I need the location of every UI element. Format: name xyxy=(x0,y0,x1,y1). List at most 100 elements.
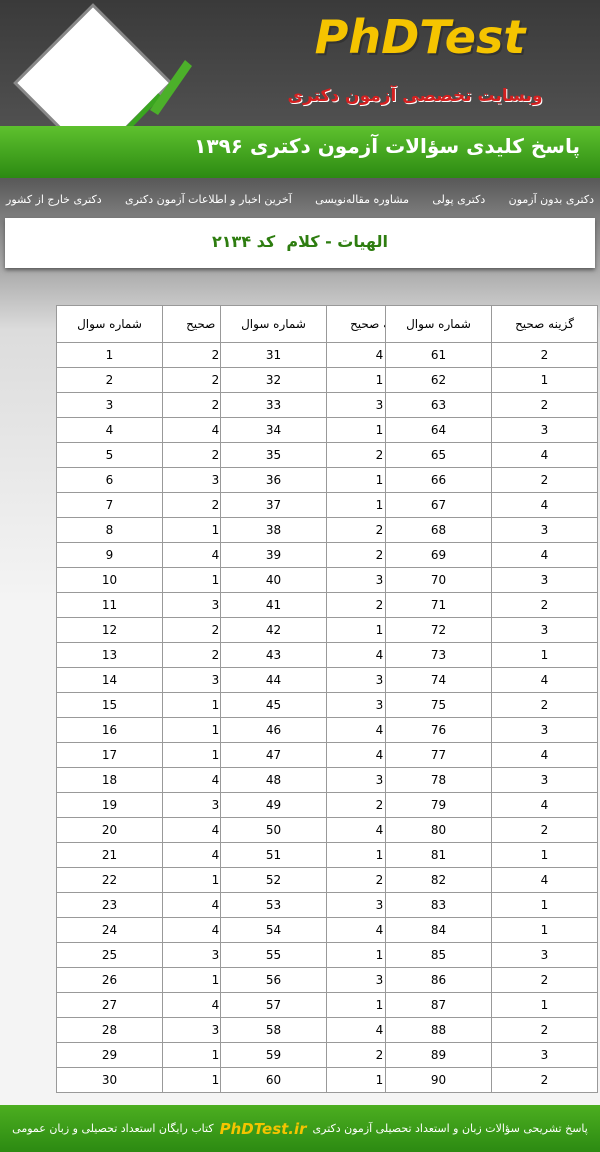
question-number: 35 xyxy=(220,442,327,468)
row: 85 3 xyxy=(385,942,598,968)
nav-link[interactable]: مشاوره مقاله‌نویسی xyxy=(315,192,409,206)
row: 64 3 xyxy=(385,417,598,443)
row: 68 3 xyxy=(385,517,598,543)
subject: الهیات - کلام کد ۲۱۳۴ xyxy=(212,232,388,251)
answer: 1 xyxy=(491,892,598,918)
question-number: 80 xyxy=(385,817,492,843)
footer-link[interactable]: پاسخ تشریحی سؤالات زبان و استعداد تحصیلی… xyxy=(312,1122,588,1135)
question-number: 1 xyxy=(56,342,163,368)
answer: 3 xyxy=(491,567,598,593)
row: 87 1 xyxy=(385,992,598,1018)
question-number: 28 xyxy=(56,1017,163,1043)
column-header: گزینه صحیح xyxy=(491,305,598,343)
question-number: 12 xyxy=(56,617,163,643)
question-number: 33 xyxy=(220,392,327,418)
answer: 2 xyxy=(491,392,598,418)
row: 69 4 xyxy=(385,542,598,568)
question-number: 44 xyxy=(220,667,327,693)
nav-link[interactable]: دکتری بدون آزمون xyxy=(508,192,594,206)
question-number: 69 xyxy=(385,542,492,568)
answer-table: شماره سوال گزینه صحیح 1 2 2 2 3 2 4 4 5 2 6 3 7 2 8 1 9 4 10… xyxy=(56,305,269,1093)
question-number: 13 xyxy=(56,642,163,668)
row: 66 2 xyxy=(385,467,598,493)
question-number: 5 xyxy=(56,442,163,468)
nav-link[interactable]: آخرین اخبار و اطلاعات آزمون دکتری xyxy=(125,192,292,206)
row: 61 2 xyxy=(385,342,598,368)
question-number: 68 xyxy=(385,517,492,543)
header-row: شماره سوال گزینه صحیح xyxy=(385,305,598,343)
title-bar xyxy=(0,126,600,178)
tagline: وبسایت تخصصی آزمون دکتری xyxy=(287,86,543,106)
question-number: 76 xyxy=(385,717,492,743)
answer: 3 xyxy=(491,942,598,968)
question-number: 57 xyxy=(220,992,327,1018)
nav: دکتری بدون آزمون دکتری پولی مشاوره مقاله‌ن… xyxy=(0,186,600,212)
row: 75 2 xyxy=(385,692,598,718)
question-number: 83 xyxy=(385,892,492,918)
answer: 4 xyxy=(491,542,598,568)
question-number: 27 xyxy=(56,992,163,1018)
row: 86 2 xyxy=(385,967,598,993)
question-number: 85 xyxy=(385,942,492,968)
question-number: 65 xyxy=(385,442,492,468)
question-number: 62 xyxy=(385,367,492,393)
row: 48 3 xyxy=(220,767,433,793)
question-number: 70 xyxy=(385,567,492,593)
row: 67 4 xyxy=(385,492,598,518)
answer: 3 xyxy=(491,717,598,743)
row: 90 2 xyxy=(385,1067,598,1093)
question-number: 46 xyxy=(220,717,327,743)
question-number: 15 xyxy=(56,692,163,718)
question-number: 75 xyxy=(385,692,492,718)
question-number: 50 xyxy=(220,817,327,843)
logo: PhDTest xyxy=(314,10,526,64)
question-number: 30 xyxy=(56,1067,163,1093)
column-header: شماره سوال xyxy=(220,305,327,343)
row: 79 4 xyxy=(385,792,598,818)
question-number: 37 xyxy=(220,492,327,518)
question-number: 59 xyxy=(220,1042,327,1068)
answer: 4 xyxy=(491,742,598,768)
answer: 2 xyxy=(491,1017,598,1043)
question-number: 38 xyxy=(220,517,327,543)
question-number: 53 xyxy=(220,892,327,918)
question-number: 3 xyxy=(56,392,163,418)
row: 65 4 xyxy=(385,442,598,468)
question-number: 45 xyxy=(220,692,327,718)
footer-site[interactable]: PhDTest.ir xyxy=(219,1119,307,1138)
answer: 2 xyxy=(491,692,598,718)
answer: 4 xyxy=(491,867,598,893)
answer-table: شماره سوال گزینه صحیح 61 2 62 1 63 2 64 3 65 4 66 2 67… xyxy=(385,305,598,1093)
row: 83 1 xyxy=(385,892,598,918)
question-number: 20 xyxy=(56,817,163,843)
question-number: 11 xyxy=(56,592,163,618)
question-number: 61 xyxy=(385,342,492,368)
question-number: 89 xyxy=(385,1042,492,1068)
nav-link[interactable]: دکتری خارج از کشور xyxy=(6,192,102,206)
nav-link[interactable]: دکتری پولی xyxy=(432,192,486,206)
question-number: 54 xyxy=(220,917,327,943)
question-number: 77 xyxy=(385,742,492,768)
answer: 4 xyxy=(491,667,598,693)
question-number: 14 xyxy=(56,667,163,693)
answer: 2 xyxy=(491,817,598,843)
question-number: 72 xyxy=(385,617,492,643)
row: 84 1 xyxy=(385,917,598,943)
question-number: 51 xyxy=(220,842,327,868)
question-number: 9 xyxy=(56,542,163,568)
answer: 1 xyxy=(491,367,598,393)
question-number: 56 xyxy=(220,967,327,993)
footer-link[interactable]: کتاب رایگان استعداد تحصیلی و زبان عمومی xyxy=(12,1122,214,1135)
answer: 2 xyxy=(491,592,598,618)
answer: 3 xyxy=(491,617,598,643)
question-number: 66 xyxy=(385,467,492,493)
question-number: 34 xyxy=(220,417,327,443)
question-number: 47 xyxy=(220,742,327,768)
row: 76 3 xyxy=(385,717,598,743)
question-number: 7 xyxy=(56,492,163,518)
title: پاسخ کلیدی سؤالات آزمون دکتری ۱۳۹۶ xyxy=(194,134,580,158)
footer: پاسخ تشریحی سؤالات زبان و استعداد تحصیلی… xyxy=(0,1105,600,1152)
answer: 4 xyxy=(491,492,598,518)
